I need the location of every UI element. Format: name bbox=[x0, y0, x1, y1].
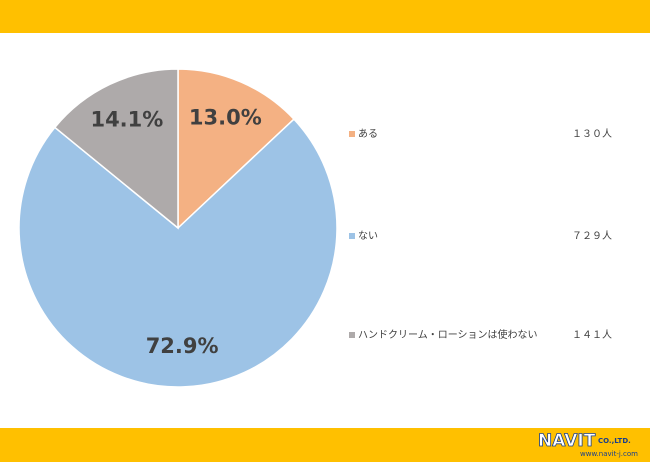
pie-slice bbox=[18, 118, 338, 388]
legend-label: ない bbox=[358, 230, 378, 242]
top-band bbox=[0, 0, 650, 33]
company-text: CO.,LTD. bbox=[598, 437, 631, 445]
slice-label: 72.9% bbox=[146, 334, 219, 358]
legend-label: ある bbox=[358, 128, 378, 140]
pie-slice bbox=[177, 68, 295, 230]
legend-swatch bbox=[349, 233, 355, 239]
legend-count: ７２９人 bbox=[572, 230, 612, 242]
logo: NAVIT CO.,LTD. www.navit-j.com bbox=[538, 431, 639, 458]
url-text: www.navit-j.com bbox=[580, 450, 638, 458]
legend-label: ハンドクリーム・ローションは使わない bbox=[358, 328, 538, 341]
bottom-band bbox=[0, 428, 650, 462]
legend-count: １３０人 bbox=[572, 128, 612, 140]
legend-swatch bbox=[349, 131, 355, 137]
legend-count: １４１人 bbox=[572, 329, 612, 341]
logo-text: NAVIT bbox=[538, 431, 596, 451]
pie-slice bbox=[53, 68, 179, 230]
slice-label: 13.0% bbox=[189, 106, 262, 130]
legend-swatch bbox=[349, 332, 355, 338]
slice-label: 14.1% bbox=[90, 107, 163, 131]
